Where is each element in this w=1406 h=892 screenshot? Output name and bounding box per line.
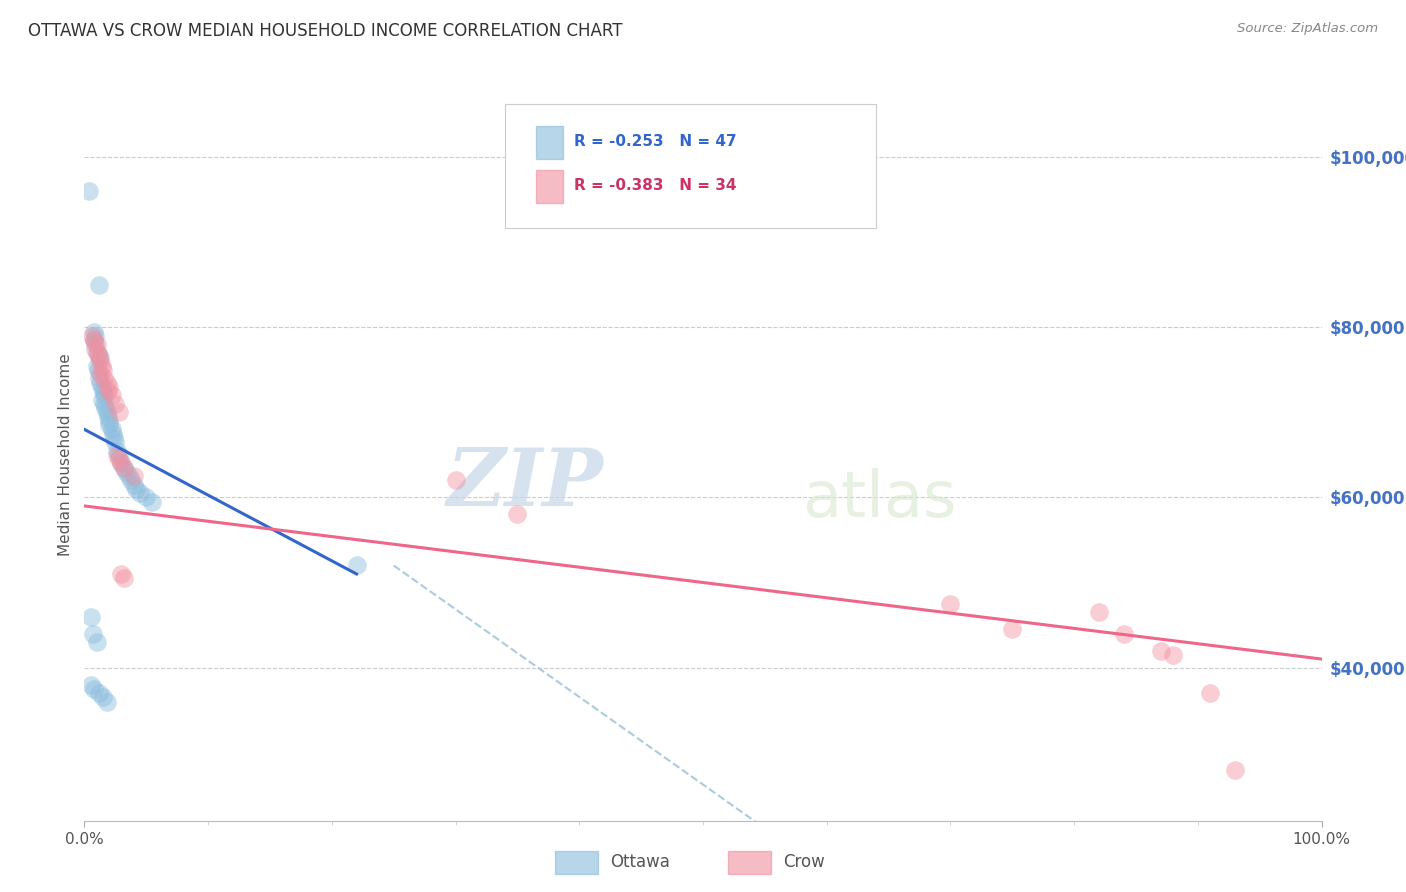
Point — [79, 677, 101, 691]
Text: atlas: atlas — [801, 467, 956, 530]
Point — [86, 635, 108, 649]
Point — [939, 597, 962, 611]
Point — [90, 392, 112, 407]
Point — [79, 609, 101, 624]
Point — [94, 401, 117, 416]
Point — [83, 333, 105, 347]
Point — [91, 363, 114, 377]
Point — [96, 405, 118, 419]
Y-axis label: Median Household Income: Median Household Income — [58, 353, 73, 557]
Text: OTTAWA VS CROW MEDIAN HOUSEHOLD INCOME CORRELATION CHART: OTTAWA VS CROW MEDIAN HOUSEHOLD INCOME C… — [28, 22, 623, 40]
Text: R = -0.383   N = 34: R = -0.383 N = 34 — [574, 178, 737, 194]
Point — [97, 409, 120, 424]
Point — [122, 477, 145, 491]
Point — [89, 376, 111, 390]
Point — [110, 457, 132, 471]
Point — [125, 482, 148, 496]
Point — [110, 566, 132, 581]
Point — [110, 457, 132, 471]
Point — [96, 695, 118, 709]
FancyBboxPatch shape — [536, 169, 564, 202]
Point — [83, 333, 105, 347]
Point — [91, 384, 114, 398]
Point — [79, 184, 101, 198]
Point — [98, 380, 121, 394]
Point — [89, 354, 111, 368]
Point — [98, 414, 121, 428]
Point — [112, 460, 135, 475]
Point — [89, 350, 111, 364]
Point — [120, 474, 142, 488]
Point — [97, 384, 120, 398]
Point — [104, 435, 127, 450]
Point — [1088, 605, 1111, 619]
Point — [90, 359, 112, 373]
Point — [86, 337, 108, 351]
Point — [84, 337, 107, 351]
Point — [104, 397, 127, 411]
Point — [90, 380, 112, 394]
Point — [82, 626, 104, 640]
Point — [86, 346, 108, 360]
Point — [96, 376, 118, 390]
Point — [100, 388, 122, 402]
Point — [100, 422, 122, 436]
Point — [506, 508, 529, 522]
Point — [105, 443, 128, 458]
Point — [135, 491, 157, 505]
Point — [93, 388, 115, 402]
Point — [84, 342, 107, 356]
Point — [1199, 686, 1222, 700]
Point — [103, 431, 125, 445]
FancyBboxPatch shape — [554, 851, 598, 874]
Point — [83, 681, 105, 696]
Point — [108, 448, 131, 462]
Point — [444, 474, 467, 488]
Point — [105, 448, 128, 462]
Point — [83, 325, 105, 339]
Point — [86, 359, 108, 373]
Point — [129, 486, 152, 500]
Point — [108, 405, 131, 419]
Point — [122, 469, 145, 483]
Point — [346, 558, 368, 573]
Point — [87, 346, 110, 360]
Point — [89, 371, 111, 385]
Point — [84, 329, 107, 343]
Point — [1161, 648, 1184, 662]
Point — [1001, 622, 1024, 636]
Point — [112, 460, 135, 475]
FancyBboxPatch shape — [536, 126, 564, 159]
Text: Crow: Crow — [783, 854, 825, 871]
Text: ZIP: ZIP — [447, 445, 605, 523]
Point — [1112, 626, 1135, 640]
Point — [112, 571, 135, 585]
Point — [89, 277, 111, 292]
Point — [98, 418, 121, 433]
Point — [87, 363, 110, 377]
Point — [101, 426, 124, 441]
Text: Source: ZipAtlas.com: Source: ZipAtlas.com — [1237, 22, 1378, 36]
Point — [115, 465, 138, 479]
FancyBboxPatch shape — [505, 103, 876, 228]
FancyBboxPatch shape — [728, 851, 770, 874]
Point — [89, 686, 111, 700]
Point — [91, 690, 114, 705]
Point — [80, 329, 103, 343]
Point — [1223, 763, 1246, 777]
Point — [89, 350, 111, 364]
Point — [89, 367, 111, 381]
Text: R = -0.253   N = 47: R = -0.253 N = 47 — [574, 135, 737, 149]
Point — [118, 469, 141, 483]
Point — [141, 494, 163, 508]
Point — [108, 452, 131, 467]
Point — [93, 371, 115, 385]
Point — [1150, 643, 1173, 657]
Text: Ottawa: Ottawa — [610, 854, 671, 871]
Point — [93, 397, 115, 411]
